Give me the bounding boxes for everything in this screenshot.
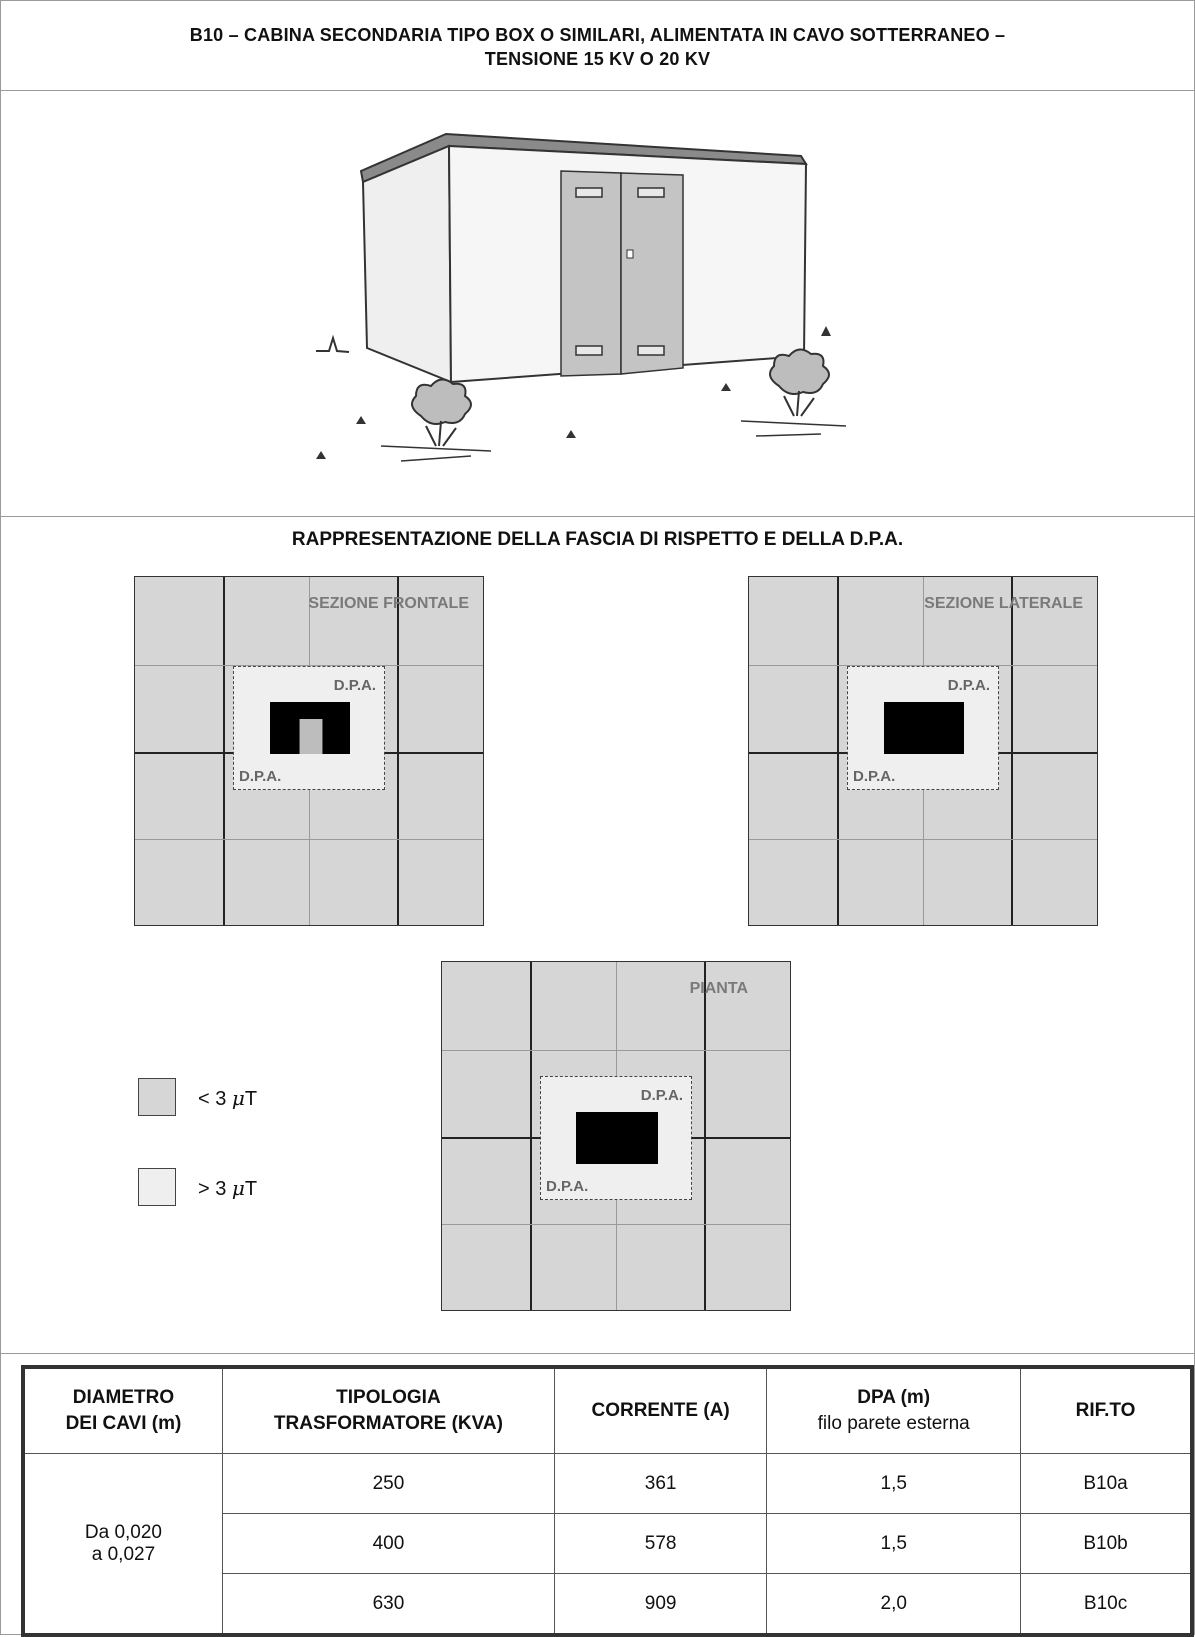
title-line-2: TENSIONE 15 KV O 20 KV <box>484 49 711 69</box>
cell-current: 361 <box>553 1453 768 1514</box>
table-row: Da 0,020 a 0,027 250 361 1,5 B10a <box>22 1453 1193 1636</box>
plan-label: PIANTA <box>689 980 748 997</box>
header-dpa: DPA (m) filo parete esterna <box>766 1366 1022 1454</box>
cell-dpa: 1,5 <box>766 1513 1022 1574</box>
legend-swatch-above <box>138 1168 176 1206</box>
table-row: 400 578 1,5 B10b <box>23 1513 1193 1574</box>
cell-kva: 250 <box>221 1453 555 1514</box>
cell-kva: 630 <box>221 1573 555 1636</box>
divider-illustration <box>1 516 1194 517</box>
title-line-1: B10 – CABINA SECONDARIA TIPO BOX O SIMIL… <box>189 25 1006 45</box>
dpa-label-plan-top: D.P.A. <box>640 1087 683 1104</box>
cell-diameter: Da 0,020 a 0,027 <box>22 1453 223 1636</box>
lateral-section-grid: D.P.A. D.P.A. SEZIONE LATERALE <box>748 576 1098 926</box>
cell-current: 909 <box>553 1573 768 1636</box>
dpa-table: DIAMETRO DEI CAVI (m) TIPOLOGIA TRASFORMAT… <box>21 1365 1194 1637</box>
legend-swatch-below <box>138 1078 176 1116</box>
cabin-door-frontal <box>299 719 323 754</box>
document-title: B10 – CABINA SECONDARIA TIPO BOX O SIMIL… <box>1 23 1194 71</box>
legend-label-above: > 3 μT <box>198 1176 258 1200</box>
cell-dpa: 1,5 <box>766 1453 1022 1514</box>
cell-dpa: 2,0 <box>766 1573 1022 1636</box>
plan-grid: D.P.A. D.P.A. PIANTA <box>441 961 791 1311</box>
dpa-label-frontal-top: D.P.A. <box>333 677 376 694</box>
dpa-label-lateral-bottom: D.P.A. <box>853 768 896 785</box>
divider-figure <box>1 1353 1194 1354</box>
cell-ref: B10c <box>1020 1573 1193 1636</box>
cell-kva: 400 <box>221 1513 555 1574</box>
cabin-block-lateral <box>884 702 964 754</box>
lateral-section-label: SEZIONE LATERALE <box>924 595 1083 612</box>
frontal-section-grid: D.P.A. D.P.A. SEZIONE FRONTALE <box>134 576 484 926</box>
dpa-label-lateral-top: D.P.A. <box>947 677 990 694</box>
section-title: RAPPRESENTAZIONE DELLA FASCIA DI RISPETT… <box>291 529 904 550</box>
dpa-label-frontal-bottom: D.P.A. <box>239 768 282 785</box>
header-transformer-type: TIPOLOGIA TRASFORMATORE (KVA) <box>221 1366 555 1454</box>
header-reference: RIF.TO <box>1020 1366 1193 1454</box>
dpa-zone-frontal: D.P.A. D.P.A. <box>233 666 385 790</box>
header-current: CORRENTE (A) <box>553 1366 768 1454</box>
header-diameter: DIAMETRO DEI CAVI (m) <box>22 1366 223 1454</box>
frontal-section-label: SEZIONE FRONTALE <box>308 595 469 612</box>
cabin-illustration <box>316 132 847 462</box>
dpa-label-plan-bottom: D.P.A. <box>546 1178 589 1195</box>
cell-current: 578 <box>553 1513 768 1574</box>
cabin-block-plan <box>576 1112 658 1164</box>
table-header-row: DIAMETRO DEI CAVI (m) TIPOLOGIA TRASFORMAT… <box>22 1366 1193 1454</box>
table-row: 630 909 2,0 B10c <box>23 1573 1193 1636</box>
legend-label-below: < 3 μT <box>198 1086 258 1110</box>
cell-ref: B10a <box>1020 1453 1193 1514</box>
cell-ref: B10b <box>1020 1513 1193 1574</box>
divider-title <box>1 90 1194 91</box>
